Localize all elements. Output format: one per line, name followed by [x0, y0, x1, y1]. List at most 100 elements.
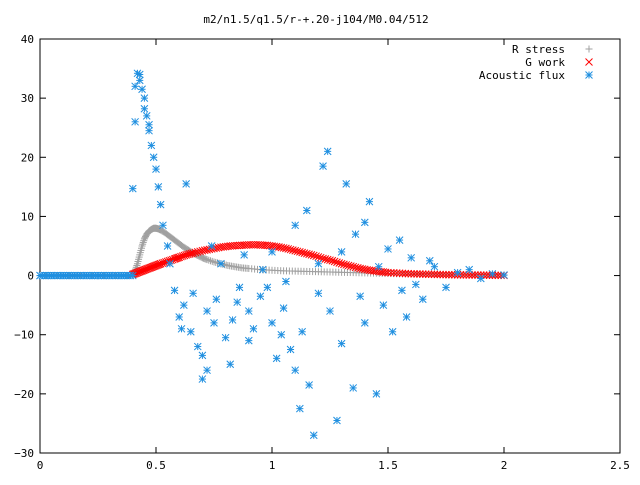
data-point [279, 304, 288, 312]
data-point [152, 165, 160, 173]
data-point-interp [148, 262, 157, 271]
data-point-interp [135, 253, 143, 261]
data-point [333, 416, 341, 425]
data-point [360, 319, 369, 327]
data-point-interp [196, 247, 204, 256]
data-point-interp [293, 247, 302, 256]
data-point [453, 268, 462, 277]
data-point [235, 283, 244, 292]
x-tick-label: 2.5 [610, 459, 630, 472]
data-point [300, 249, 309, 257]
y-tick-label: 30 [21, 92, 34, 105]
data-point-interp [333, 258, 341, 267]
data-point [319, 162, 327, 171]
y-tick-label: 10 [21, 210, 34, 223]
data-point-interp [277, 243, 286, 252]
data-point-interp [314, 253, 323, 261]
data-point [388, 327, 397, 336]
data-point [221, 333, 230, 342]
data-point-interp [275, 243, 283, 251]
y-tick-label: −20 [14, 388, 34, 401]
data-point-interp [185, 250, 194, 258]
data-point-interp [335, 259, 344, 267]
data-point [291, 221, 300, 230]
data-point [347, 262, 355, 270]
data-point-interp [398, 269, 407, 278]
data-point [374, 262, 383, 271]
data-point-interp [268, 242, 276, 250]
data-point [282, 244, 290, 253]
legend-marker [585, 45, 593, 53]
data-point-interp [222, 261, 230, 269]
data-point-interp [168, 255, 177, 264]
data-point-interp [439, 270, 447, 279]
data-point-interp [326, 256, 334, 265]
data-point [217, 259, 225, 268]
data-point-interp [427, 270, 436, 279]
data-point [395, 269, 404, 278]
data-point-interp [155, 260, 164, 269]
data-point [342, 180, 351, 188]
x-tick-label: 1.5 [378, 459, 398, 472]
data-point [179, 301, 188, 309]
data-point [154, 183, 163, 191]
data-point [135, 70, 144, 79]
data-point-interp [279, 244, 288, 252]
data-point [159, 221, 167, 230]
data-point-interp [410, 270, 418, 278]
data-point [398, 286, 406, 295]
data-point-interp [134, 268, 143, 277]
data-point [177, 324, 186, 333]
data-point [442, 283, 450, 292]
data-point-interp [468, 271, 476, 279]
data-point [140, 104, 149, 113]
data-point [145, 120, 153, 129]
data-point-interp [305, 250, 313, 259]
data-point [337, 339, 346, 348]
y-tick-label: 40 [21, 33, 34, 46]
legend-label: G work [525, 56, 565, 69]
data-point [395, 236, 404, 244]
data-point [198, 375, 207, 383]
data-point [228, 316, 237, 324]
data-point [131, 82, 139, 91]
data-point [337, 259, 346, 268]
data-point [170, 286, 179, 295]
data-point [138, 85, 146, 94]
y-tick-label: −30 [14, 447, 34, 460]
data-point-interp [154, 260, 163, 269]
data-point [145, 126, 153, 135]
data-point [210, 319, 218, 327]
data-point [402, 313, 411, 321]
data-point [226, 360, 235, 369]
legend-label: Acoustic flux [479, 69, 565, 82]
data-point [360, 218, 369, 227]
data-point [140, 94, 149, 102]
data-point [418, 295, 427, 304]
data-point [286, 345, 295, 354]
data-point-interp [404, 269, 413, 278]
data-point-interp [156, 226, 164, 234]
data-point [337, 248, 346, 256]
data-point-interp [140, 237, 148, 245]
data-point [128, 184, 137, 193]
data-point-interp [462, 271, 471, 279]
data-point-interp [424, 270, 433, 279]
data-point [263, 283, 272, 292]
data-point [365, 197, 374, 206]
data-point [182, 180, 191, 188]
data-point-interp [249, 240, 258, 249]
data-point-interp [207, 257, 215, 265]
data-point-interp [133, 262, 141, 270]
data-point-interp [174, 253, 182, 262]
data-point-interp [298, 248, 307, 257]
data-point [268, 319, 276, 327]
data-point [351, 230, 360, 239]
data-point [277, 330, 286, 339]
data-point-interp [363, 265, 371, 274]
x-tick-label: 0.5 [146, 459, 166, 472]
data-point-interp [344, 261, 353, 270]
data-point-interp [349, 262, 358, 271]
data-point [291, 366, 300, 375]
data-point-interp [139, 266, 148, 275]
